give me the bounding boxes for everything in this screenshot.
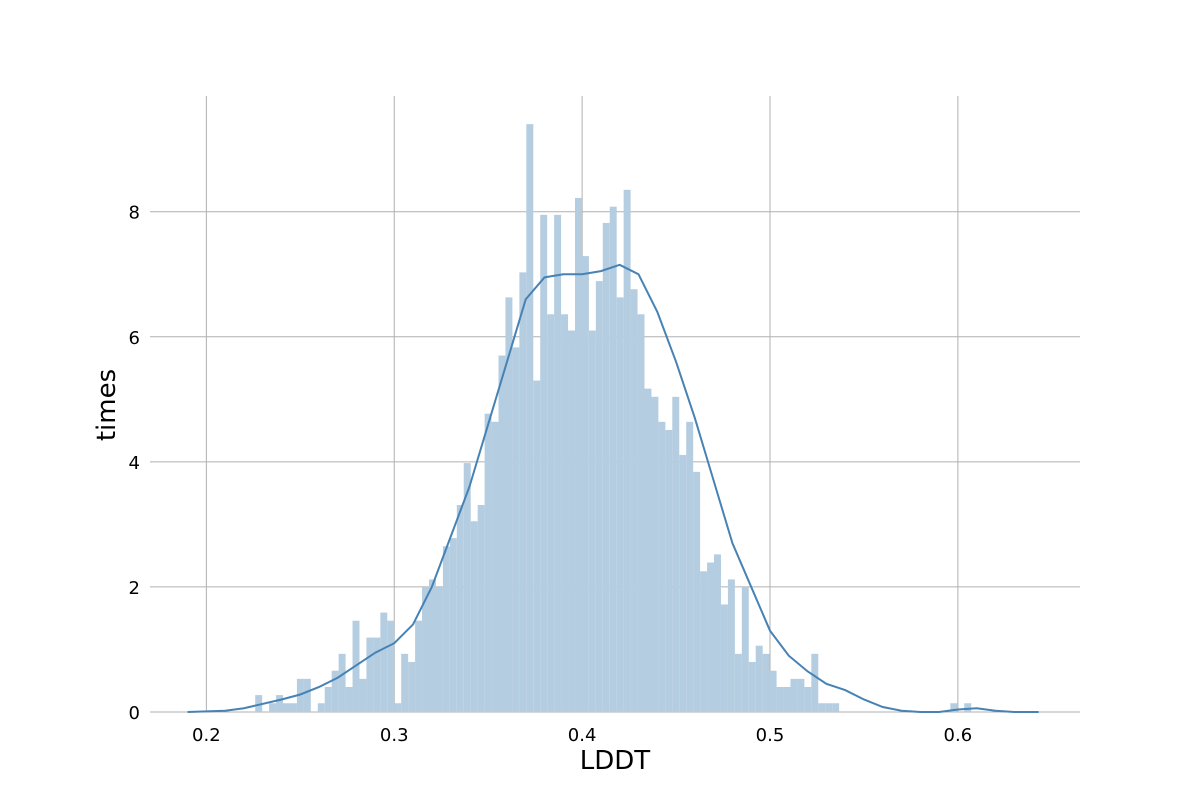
histogram-bar <box>408 661 416 712</box>
histogram-bar <box>359 678 367 712</box>
histogram-bar <box>588 330 596 712</box>
histogram-bar <box>401 653 409 712</box>
histogram-bar <box>581 256 589 712</box>
histogram-bar <box>561 314 569 712</box>
histogram-bar <box>818 703 826 712</box>
histogram-bar <box>470 521 478 712</box>
histogram-bar <box>366 637 374 712</box>
histogram-bar <box>289 703 297 712</box>
x-tick-label: 0.4 <box>568 725 597 746</box>
x-tick-label: 0.6 <box>944 725 973 746</box>
histogram-bar <box>255 695 263 712</box>
histogram-bar <box>707 562 715 712</box>
histogram-bar <box>797 678 805 712</box>
histogram-bar <box>324 686 332 712</box>
histogram-bar <box>950 703 958 712</box>
histogram-bar <box>790 678 798 712</box>
y-tick-label: 2 <box>129 578 140 599</box>
histogram-bar <box>526 124 534 712</box>
histogram-bar <box>505 297 513 712</box>
histogram-bar <box>630 289 638 712</box>
histogram-bar <box>651 396 659 712</box>
x-tick-label: 0.2 <box>192 725 221 746</box>
y-axis-label: times <box>92 369 122 441</box>
histogram-bar <box>317 703 325 712</box>
histogram-bar <box>637 314 645 712</box>
histogram-bar <box>484 413 492 712</box>
histogram-bar <box>727 579 735 712</box>
histogram-bar <box>714 554 721 712</box>
histogram-bar <box>387 620 395 712</box>
histogram-bar <box>394 703 402 712</box>
y-tick-label: 6 <box>129 328 140 349</box>
histogram-bar <box>449 538 457 712</box>
histogram-bar <box>519 272 527 712</box>
y-tick-label: 0 <box>129 703 140 724</box>
histogram-bar <box>755 645 763 712</box>
histogram-bar <box>338 653 346 712</box>
histogram-bar <box>672 396 680 712</box>
histogram-bar <box>665 429 673 712</box>
histogram-bar <box>303 678 311 712</box>
x-axis-label: LDDT <box>580 746 651 776</box>
density-curve-group <box>187 263 1039 713</box>
histogram-bar <box>734 653 742 712</box>
histogram-bar <box>693 471 701 712</box>
histogram-bar <box>769 670 777 712</box>
histogram-bar <box>609 206 617 712</box>
histogram-bar <box>783 686 791 712</box>
histogram-bar <box>804 686 812 712</box>
histogram-bar <box>442 546 450 712</box>
histogram-bar <box>422 587 429 712</box>
histogram-bar <box>832 703 840 712</box>
histogram-bar <box>720 604 728 712</box>
histogram-bar <box>547 314 555 712</box>
histogram-bar <box>595 281 603 712</box>
histogram-bar <box>811 653 819 712</box>
histogram-bar <box>331 670 339 712</box>
histogram-bar <box>616 297 624 712</box>
histogram-bar <box>568 330 575 712</box>
x-tick-label: 0.3 <box>380 725 409 746</box>
histogram-bar <box>658 421 666 712</box>
histogram-bar <box>456 504 464 712</box>
histogram-bar <box>686 421 694 712</box>
histogram-bar <box>269 703 277 712</box>
histogram-bar <box>345 686 353 712</box>
histogram-bar <box>463 463 471 712</box>
histogram-bar <box>415 620 423 712</box>
histogram-bar <box>283 703 290 712</box>
histogram-bar <box>748 661 756 712</box>
histogram-bar <box>700 571 708 712</box>
density-curve <box>187 263 1039 713</box>
histogram-bar <box>491 421 499 712</box>
histogram-bar <box>762 653 770 712</box>
histogram-bar <box>477 504 485 712</box>
histogram-bar <box>533 380 541 712</box>
histogram-bars <box>255 124 972 713</box>
histogram-bar <box>623 189 631 712</box>
histogram-bar <box>776 686 784 712</box>
histogram-bar <box>540 214 548 713</box>
histogram-bar <box>644 388 652 712</box>
histogram-bar <box>741 587 749 712</box>
histogram-bar <box>435 587 443 712</box>
histogram-bar <box>825 703 833 712</box>
y-tick-label: 4 <box>129 453 140 474</box>
histogram-bar <box>679 454 687 712</box>
histogram-bar <box>964 703 972 712</box>
tick-labels: 0.2 0.3 0.4 0.5 0.6 0 2 4 6 8 <box>129 203 973 746</box>
histogram-bar <box>602 222 610 713</box>
x-tick-label: 0.5 <box>756 725 785 746</box>
histogram-bar <box>373 637 381 712</box>
histogram-bar <box>498 355 506 712</box>
y-tick-label: 8 <box>129 203 140 224</box>
histogram-bar <box>512 347 520 712</box>
histogram-bar <box>574 197 582 712</box>
histogram-bar <box>380 612 388 712</box>
histogram-bar <box>429 579 436 712</box>
histogram-bar <box>276 695 284 712</box>
histogram-bar <box>554 214 562 713</box>
